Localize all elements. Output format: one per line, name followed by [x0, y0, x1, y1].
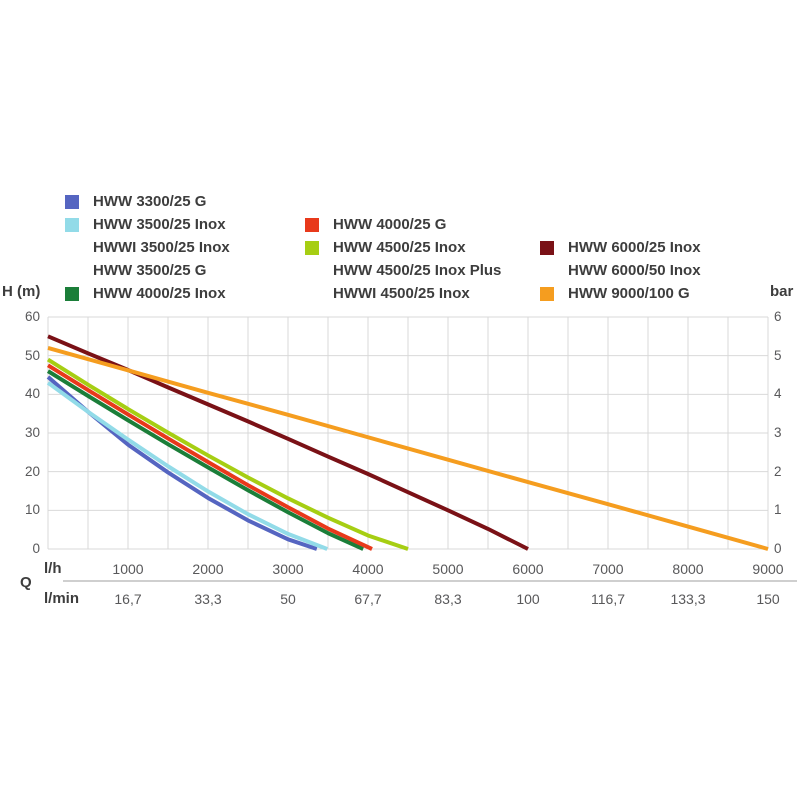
y-tick-left: 50 [24, 347, 40, 363]
y-tick-right: 4 [774, 386, 782, 402]
x-tick-lmin: 83,3 [434, 591, 462, 607]
x-tick-lh: 5000 [432, 561, 464, 577]
x-tick-lh: 7000 [592, 561, 624, 577]
x-tick-lh: 6000 [512, 561, 544, 577]
x-axis-lmin-unit-label: l/min [44, 590, 80, 607]
x-tick-lmin: 100 [516, 591, 540, 607]
y-tick-right: 2 [774, 463, 782, 479]
y-tick-left: 0 [32, 541, 40, 556]
legend-label: HWWI 3500/25 Inox [93, 239, 230, 256]
legend-swatch [65, 218, 79, 232]
legend-label: HWW 4000/25 G [333, 216, 447, 233]
x-tick-lh: 3000 [272, 561, 304, 577]
legend-label: HWW 3500/25 Inox [93, 216, 226, 233]
legend-label: HWW 3500/25 G [93, 262, 207, 279]
y-tick-right: 1 [774, 502, 782, 518]
legend-swatch [65, 287, 79, 301]
x-tick-lmin: 133,3 [670, 591, 706, 607]
x-tick-lmin: 50 [280, 591, 296, 607]
y-tick-right: 3 [774, 425, 782, 440]
right-axis-title: bar [770, 283, 794, 300]
y-tick-left: 40 [24, 386, 40, 402]
legend-swatch [65, 195, 79, 209]
legend-swatch [305, 218, 319, 232]
x-tick-lmin: 16,7 [114, 591, 142, 607]
y-tick-right: 0 [774, 541, 782, 556]
x-tick-lh: 9000 [752, 561, 784, 577]
x-tick-lmin: 33,3 [194, 591, 222, 607]
x-tick-lmin: 150 [756, 591, 780, 607]
x-tick-lmin: 116,7 [591, 591, 625, 607]
x-tick-lh: 2000 [192, 561, 224, 577]
legend-label: HWW 6000/25 Inox [568, 239, 701, 256]
x-axis-lh-unit-label: l/h [44, 560, 62, 577]
x-tick-lh: 8000 [672, 561, 704, 577]
y-tick-left: 60 [24, 309, 40, 324]
y-tick-left: 20 [24, 463, 40, 479]
x-tick-lh: 1000 [112, 561, 144, 577]
q-axis-separator-line [63, 580, 797, 582]
legend-label: HWWI 4500/25 Inox [333, 285, 470, 302]
y-tick-left: 30 [24, 425, 40, 440]
legend-swatch [540, 287, 554, 301]
x-tick-lh: 4000 [352, 561, 384, 577]
pump-curve [46, 381, 328, 551]
legend-swatch [305, 241, 319, 255]
legend-swatch [540, 241, 554, 255]
legend-label: HWW 9000/100 G [568, 285, 690, 302]
x-axis-q-label: Q [20, 574, 32, 591]
legend-label: HWW 4000/25 Inox [93, 285, 226, 302]
pump-curve [46, 357, 409, 551]
y-tick-right: 6 [774, 309, 782, 324]
legend-label: HWW 6000/50 Inox [568, 262, 701, 279]
pump-curve [47, 346, 769, 551]
legend-label: HWW 4500/25 Inox [333, 239, 466, 256]
pump-curves-chart [46, 316, 769, 551]
legend-label: HWW 4500/25 Inox Plus [333, 262, 502, 279]
left-axis-title: H (m) [2, 283, 41, 300]
pump-curve [46, 363, 373, 551]
legend-label: HWW 3300/25 G [93, 193, 207, 210]
y-tick-left: 10 [24, 502, 40, 518]
pump-curve [46, 369, 365, 551]
y-tick-right: 5 [774, 347, 782, 363]
x-tick-lmin: 67,7 [354, 591, 382, 607]
